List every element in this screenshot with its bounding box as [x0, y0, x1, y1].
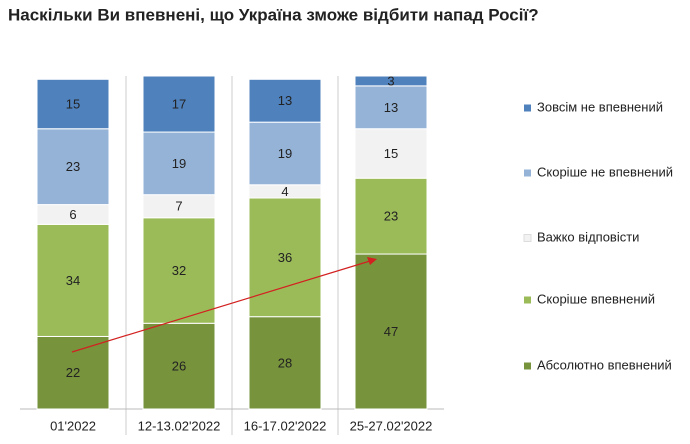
bar-segment [36, 128, 110, 206]
x-tick-label: 12-13.02'2022 [138, 418, 221, 433]
legend-swatch [524, 169, 531, 177]
value-label: 23 [384, 209, 398, 224]
bar-segment [142, 322, 216, 410]
bar-segment [142, 131, 216, 196]
trend-arrow [71, 260, 371, 353]
bar-segment [142, 75, 216, 133]
value-label: 6 [69, 207, 76, 222]
bar-segment [248, 78, 322, 123]
x-tick-label: 25-27.02'2022 [350, 418, 433, 433]
bar-segment [248, 197, 322, 318]
legend-label: Важко відповісти [537, 229, 639, 244]
value-label: 22 [66, 365, 80, 380]
plot: 22346231501'202226327191712-13.02'202228… [20, 73, 673, 435]
value-label: 15 [66, 96, 80, 111]
arrow-head [367, 257, 377, 265]
legend-swatch [523, 234, 532, 242]
legend-label: Скоріше не впевнений [537, 164, 673, 179]
chart-title: Наскільки Ви впевнені, що Україна зможе … [8, 5, 539, 24]
legend-swatch [524, 104, 531, 112]
value-label: 32 [172, 263, 186, 278]
legend-swatch [524, 362, 531, 370]
legend-label: Абсолютно впевнений [537, 357, 672, 372]
bar-segment [36, 335, 110, 410]
legend-label: Зовсім не впевнений [537, 99, 663, 114]
bar-segment [354, 128, 428, 179]
bar-segment [354, 75, 428, 87]
value-label: 36 [278, 250, 292, 265]
bar-segment [36, 78, 110, 130]
value-label: 17 [172, 96, 186, 111]
legend-label: Скоріше впевнений [537, 291, 655, 306]
value-label: 7 [175, 199, 182, 214]
value-label: 23 [66, 159, 80, 174]
bar-segment [36, 223, 110, 337]
bar-segment [354, 253, 428, 410]
bar-segment [142, 217, 216, 324]
bar-segment [248, 316, 322, 410]
value-label: 4 [281, 184, 288, 199]
value-label: 3 [387, 73, 394, 88]
value-label: 34 [66, 273, 80, 288]
x-tick-label: 01'2022 [50, 418, 96, 433]
legend-swatch [524, 296, 531, 304]
value-label: 15 [384, 146, 398, 161]
value-label: 19 [278, 146, 292, 161]
value-label: 47 [384, 324, 398, 339]
x-tick-label: 16-17.02'2022 [244, 418, 327, 433]
value-label: 13 [278, 93, 292, 108]
bar-segment [354, 85, 428, 130]
value-label: 26 [172, 359, 186, 374]
value-label: 13 [384, 100, 398, 115]
bar-segment [354, 177, 428, 255]
value-label: 28 [278, 355, 292, 370]
value-label: 19 [172, 156, 186, 171]
